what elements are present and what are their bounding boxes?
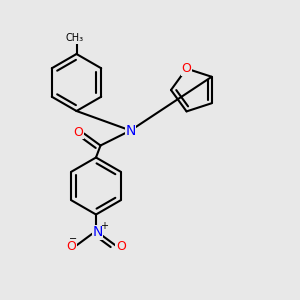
Text: O: O: [66, 240, 76, 253]
Text: N: N: [125, 124, 136, 137]
Text: +: +: [100, 220, 108, 231]
Text: O: O: [182, 62, 191, 75]
Text: O: O: [116, 240, 126, 253]
Text: N: N: [92, 226, 103, 239]
Text: CH₃: CH₃: [66, 33, 84, 43]
Text: −: −: [69, 234, 77, 244]
Text: O: O: [74, 125, 83, 139]
